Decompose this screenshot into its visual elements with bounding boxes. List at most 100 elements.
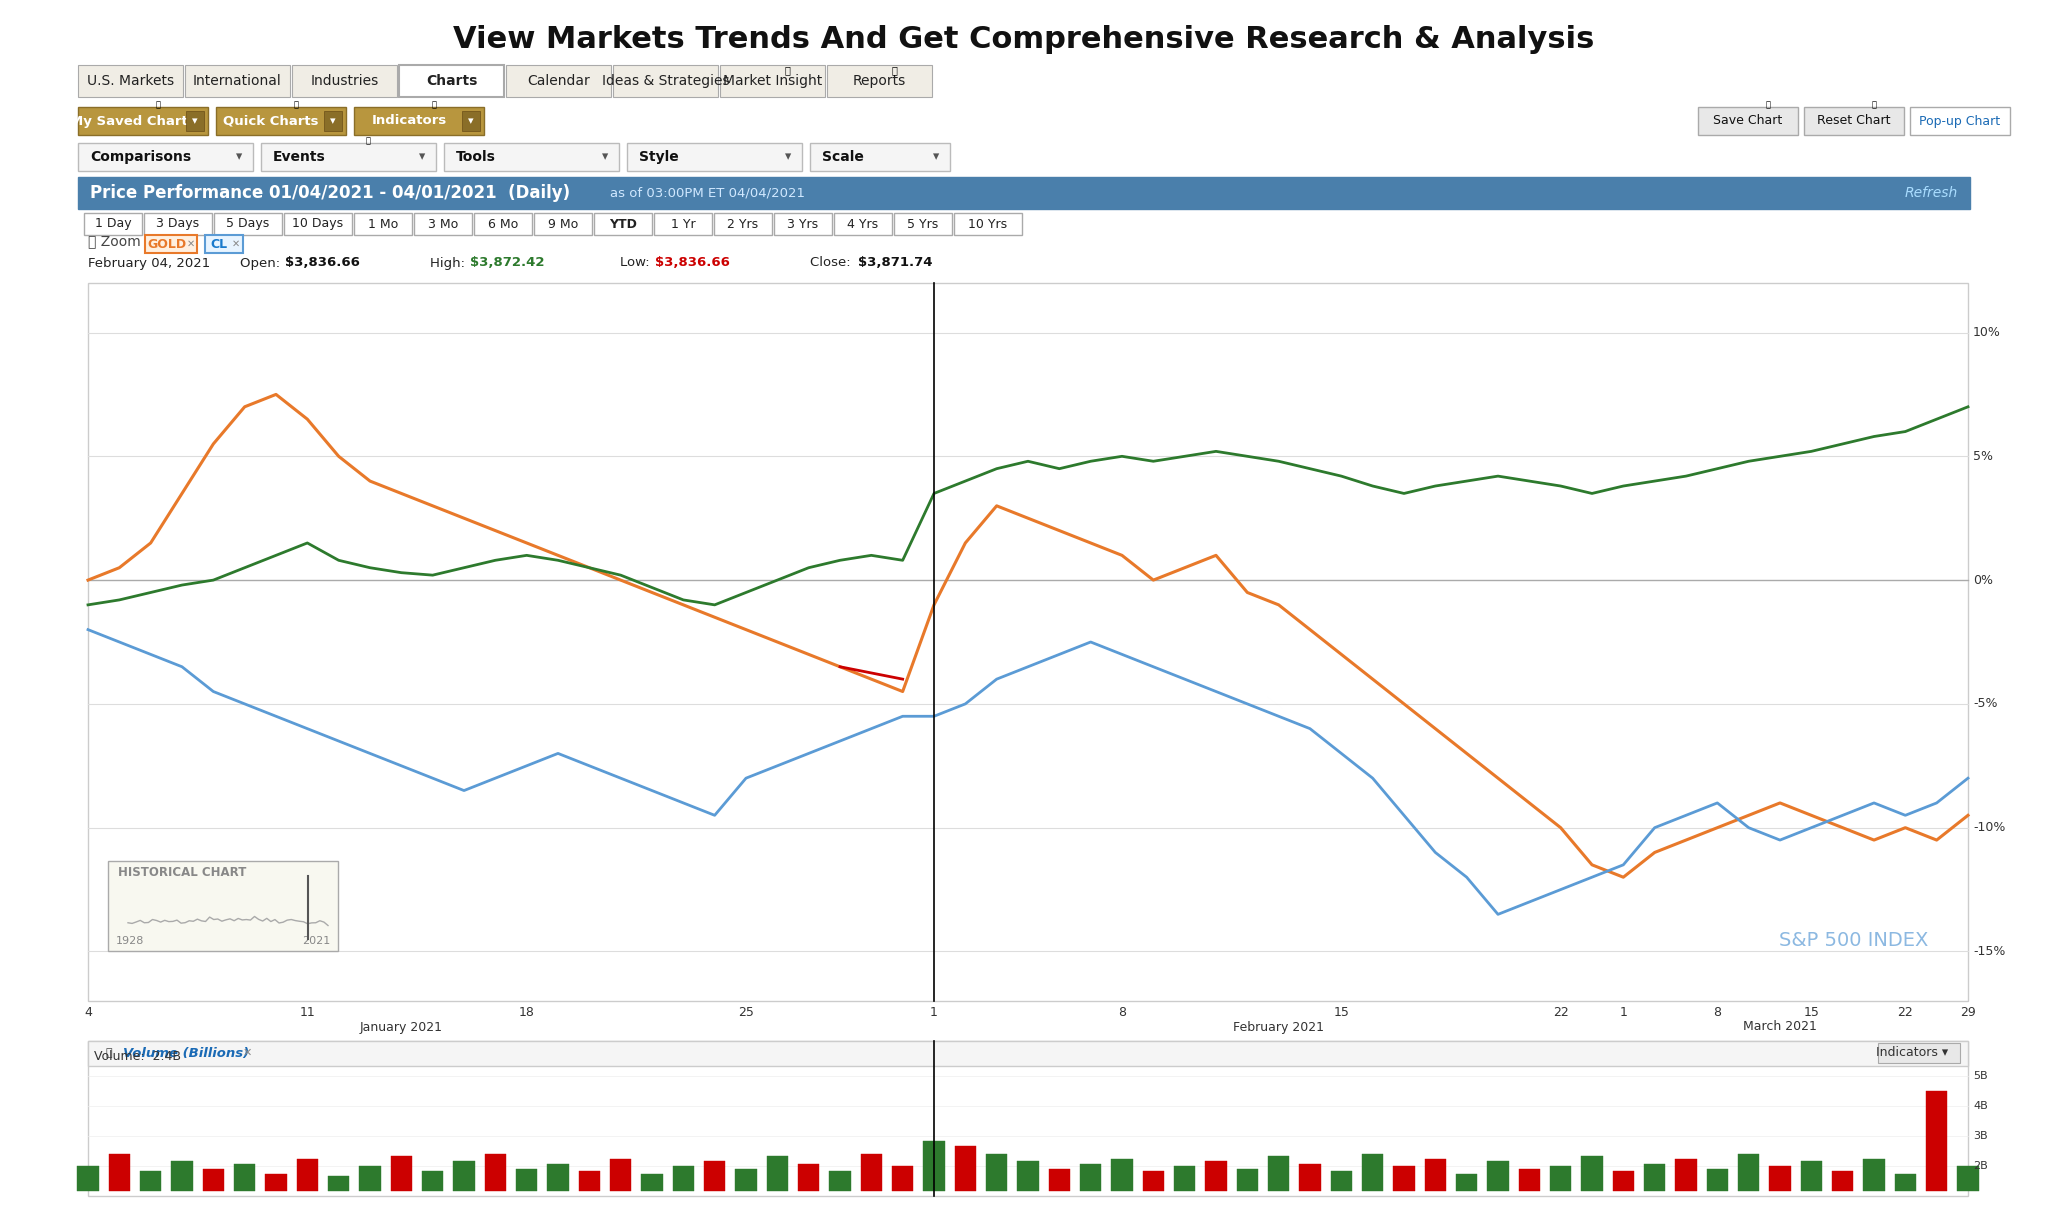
Text: Reset Chart: Reset Chart — [1817, 115, 1890, 127]
Bar — [1804, 107, 1905, 136]
Bar — [328, 1176, 350, 1190]
Text: 10%: 10% — [1972, 326, 2001, 339]
Text: 4 Yrs: 4 Yrs — [848, 217, 879, 231]
Bar — [358, 1166, 381, 1190]
Bar — [391, 1156, 412, 1190]
Bar — [827, 65, 932, 96]
Bar — [203, 1168, 223, 1190]
Text: 0%: 0% — [1972, 574, 1993, 586]
Bar — [84, 212, 141, 234]
Bar — [672, 1166, 694, 1190]
Bar — [463, 111, 479, 131]
Text: -10%: -10% — [1972, 822, 2005, 834]
Bar — [88, 283, 1968, 1001]
Text: 3 Mo: 3 Mo — [428, 217, 459, 231]
Bar — [860, 1154, 883, 1190]
Bar — [1518, 1168, 1540, 1190]
Bar — [811, 143, 950, 171]
Bar — [297, 1159, 317, 1190]
Text: 🔒: 🔒 — [293, 100, 299, 110]
Bar — [766, 1156, 788, 1190]
Bar — [88, 1042, 1968, 1197]
Text: Charts: Charts — [426, 74, 477, 88]
Text: S&P 500 INDEX: S&P 500 INDEX — [1778, 932, 1927, 950]
Bar — [1174, 1166, 1196, 1190]
Text: 🔒: 🔒 — [156, 100, 160, 110]
Text: 5%: 5% — [1972, 449, 1993, 463]
Bar — [213, 212, 283, 234]
Text: -5%: -5% — [1972, 697, 1997, 711]
Bar — [78, 143, 254, 171]
Bar — [293, 65, 397, 96]
Text: Volume:  2.4B: Volume: 2.4B — [94, 1050, 180, 1062]
Text: 3 Days: 3 Days — [156, 217, 199, 231]
Bar — [774, 212, 831, 234]
Text: 18: 18 — [518, 1006, 535, 1020]
Text: 15: 15 — [1333, 1006, 1350, 1020]
Bar — [1268, 1156, 1290, 1190]
Bar — [109, 1154, 131, 1190]
Text: 15: 15 — [1804, 1006, 1819, 1020]
Bar — [1112, 1159, 1133, 1190]
Text: Quick Charts: Quick Charts — [223, 115, 319, 127]
Bar — [1487, 1161, 1509, 1190]
Bar — [285, 212, 352, 234]
Bar — [1204, 1161, 1227, 1190]
Bar — [422, 1171, 444, 1190]
Text: Refresh: Refresh — [1905, 186, 1958, 200]
Text: 29: 29 — [1960, 1006, 1976, 1020]
Bar — [715, 212, 772, 234]
Text: 22: 22 — [1896, 1006, 1913, 1020]
Text: 9 Mo: 9 Mo — [549, 217, 578, 231]
Text: ▾: ▾ — [602, 150, 608, 164]
Bar — [1049, 1168, 1071, 1190]
Text: YTD: YTD — [608, 217, 637, 231]
Text: ✕: ✕ — [244, 1048, 252, 1059]
Bar — [578, 1171, 600, 1190]
Bar — [1878, 1043, 1960, 1063]
Bar — [1864, 1159, 1884, 1190]
Bar — [641, 1173, 664, 1190]
Text: U.S. Markets: U.S. Markets — [86, 74, 174, 88]
Text: 3 Yrs: 3 Yrs — [786, 217, 819, 231]
Bar — [506, 65, 610, 96]
Text: Market Insight: Market Insight — [723, 74, 821, 88]
Text: Events: Events — [272, 150, 326, 164]
Bar — [1018, 1161, 1038, 1190]
Text: My Saved Charts: My Saved Charts — [70, 115, 197, 127]
Text: February 04, 2021: February 04, 2021 — [88, 256, 211, 270]
Text: 📊: 📊 — [106, 1048, 113, 1059]
Text: 1928: 1928 — [117, 937, 143, 946]
Bar — [721, 65, 825, 96]
Text: 🔒: 🔒 — [1872, 100, 1876, 110]
Text: 5 Days: 5 Days — [227, 217, 270, 231]
Text: ✕: ✕ — [231, 239, 240, 249]
Text: GOLD: GOLD — [147, 238, 186, 250]
Bar — [453, 1161, 475, 1190]
Bar — [139, 1171, 162, 1190]
Text: ▾: ▾ — [784, 150, 791, 164]
Text: International: International — [193, 74, 283, 88]
Bar — [547, 1164, 569, 1190]
Text: Volume (Billions): Volume (Billions) — [123, 1046, 250, 1060]
Bar — [215, 107, 346, 136]
Bar — [186, 111, 205, 131]
Text: HISTORICAL CHART: HISTORICAL CHART — [119, 867, 246, 879]
Text: Open:: Open: — [240, 256, 285, 270]
Text: February 2021: February 2021 — [1233, 1021, 1325, 1033]
Text: $3,836.66: $3,836.66 — [285, 256, 360, 270]
Bar — [414, 212, 471, 234]
Text: High:: High: — [430, 256, 469, 270]
Bar — [444, 143, 618, 171]
Text: $3,872.42: $3,872.42 — [469, 256, 545, 270]
Bar — [264, 1173, 287, 1190]
Bar — [485, 1154, 506, 1190]
Text: 🔒: 🔒 — [432, 100, 436, 110]
Text: Calendar: Calendar — [526, 74, 590, 88]
Bar — [1362, 1154, 1384, 1190]
Text: Indicators: Indicators — [371, 115, 446, 127]
Text: 1 Yr: 1 Yr — [670, 217, 696, 231]
Bar — [1425, 1159, 1446, 1190]
Text: ▾: ▾ — [193, 116, 199, 126]
Text: March 2021: March 2021 — [1743, 1021, 1817, 1033]
